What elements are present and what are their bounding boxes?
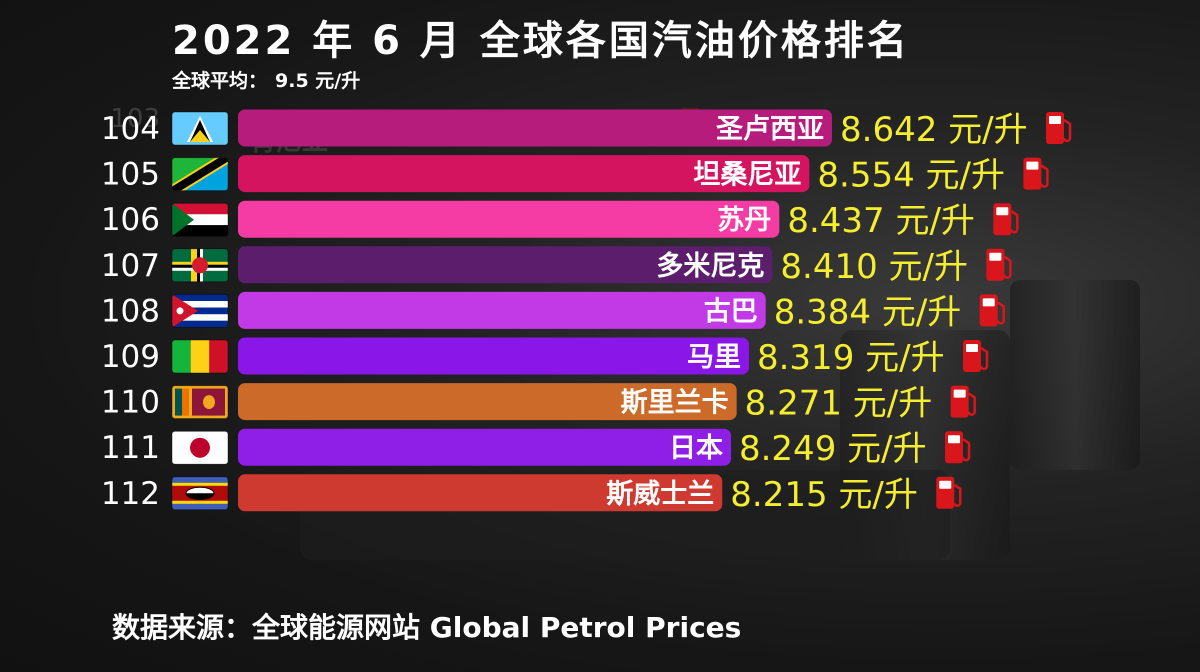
bar-row: 107 多米尼克 8.410 元/升: [101, 246, 1012, 287]
flag-border: [171, 157, 229, 192]
global-average-value: 9.5 元/升: [275, 70, 361, 92]
fuel-pump-window: [1049, 116, 1061, 124]
rank-label: 109: [101, 339, 160, 375]
faded-rank-label: 103: [110, 104, 160, 134]
tanzania-flag: [172, 157, 228, 191]
rank-label: 112: [101, 476, 160, 512]
bar-row: 108 古巴 8.384 元/升: [101, 291, 1005, 332]
fuel-pump-window: [996, 207, 1009, 216]
sudan-flag: [172, 203, 228, 237]
bar: [238, 337, 749, 375]
bar: [238, 291, 766, 329]
fuel-pump-window: [947, 435, 960, 444]
country-label: 斯威士兰: [606, 479, 714, 510]
flag-border: [171, 202, 229, 237]
flag-border: [171, 339, 229, 374]
eswatini-flag: [172, 476, 228, 510]
bar-row: 104 圣卢西亚 8.642 元/升: [101, 109, 1072, 150]
flag-border: [171, 293, 229, 328]
bar: [238, 428, 731, 466]
fuel-pump-window: [982, 298, 995, 307]
value-label: 8.215 元/升: [730, 475, 918, 515]
fuel-pump-window: [1026, 161, 1039, 170]
fuel-pump-window: [989, 252, 1002, 261]
value-label: 8.642 元/升: [840, 110, 1028, 150]
value-label: 8.249 元/升: [739, 429, 927, 469]
fuel-pump-window: [965, 344, 978, 352]
value-label: 8.384 元/升: [774, 292, 962, 332]
mali-flag: [172, 340, 228, 373]
global-average-label: 全球平均：: [172, 70, 268, 92]
bar-row: 110 斯里兰卡 8.271 元/升: [101, 383, 976, 424]
fuel-pump-window: [939, 480, 952, 489]
value-label: 8.319 元/升: [757, 338, 945, 378]
bar: [238, 109, 832, 147]
barrel-shape: [1010, 280, 1140, 470]
fuel-pump-hose: [1010, 210, 1019, 234]
data-source: 数据来源：全球能源网站 Global Petrol Prices: [112, 611, 742, 644]
bar-row: 109 马里 8.319 元/升: [101, 337, 989, 378]
fuel-pump-hose: [961, 438, 971, 462]
value-label: 8.554 元/升: [817, 156, 1005, 196]
fuel-pump-hose: [953, 483, 962, 507]
bar: [238, 383, 737, 421]
bar: [238, 246, 773, 284]
rank-label: 106: [101, 202, 160, 238]
bar-row: 112 斯威士兰 8.215 元/升: [101, 474, 962, 515]
rank-label: 111: [101, 430, 160, 466]
country-label: 马里: [687, 342, 741, 373]
dominica-flag: [172, 248, 228, 282]
fuel-pump-hose: [996, 301, 1005, 325]
rank-label: 108: [101, 293, 160, 329]
bar: [238, 155, 810, 193]
rank-label: 107: [101, 248, 160, 284]
fuel-pump-hose: [1062, 118, 1072, 143]
fuel-pump-hose: [979, 346, 989, 371]
bar-row: 106 苏丹 8.437 元/升: [101, 200, 1019, 241]
fuel-pump-hose: [1040, 164, 1049, 188]
flag-border: [171, 476, 229, 511]
japan-flag: [172, 431, 228, 465]
fuel-pump-hose: [1003, 255, 1012, 279]
flag-border: [171, 385, 229, 420]
cuba-flag: [172, 294, 228, 328]
rank-label: 110: [101, 385, 160, 421]
fuel-pump-hose: [967, 392, 976, 416]
flag-border: [171, 111, 229, 146]
value-label: 8.437 元/升: [787, 201, 975, 241]
country-label: 古巴: [704, 296, 758, 327]
rank-label: 105: [101, 157, 160, 193]
chart-title: 2022 年 6 月 全球各国汽油价格排名: [172, 18, 910, 64]
bar-row: 111 日本 8.249 元/升: [101, 428, 971, 469]
value-label: 8.410 元/升: [780, 247, 968, 287]
flag-border: [171, 248, 229, 283]
sri-lanka-flag: [172, 385, 228, 419]
value-label: 8.271 元/升: [745, 384, 933, 424]
country-label: 日本: [669, 433, 723, 464]
bar: [238, 474, 723, 512]
chart-subtitle: 全球平均： 9.5 元/升: [172, 66, 368, 93]
flag-border: [171, 430, 229, 465]
country-label: 苏丹: [717, 205, 771, 236]
country-label: 多米尼克: [656, 250, 764, 282]
bar: [238, 200, 780, 238]
saint-lucia-flag: [172, 112, 228, 145]
rank-label: 104: [101, 111, 160, 147]
country-label: 斯里兰卡: [621, 388, 729, 419]
fuel-pump-window: [953, 389, 966, 398]
country-label: 圣卢西亚: [716, 114, 824, 145]
country-label: 坦桑尼亚: [693, 160, 801, 191]
bar-row: 105 坦桑尼亚 8.554 元/升: [101, 155, 1049, 196]
